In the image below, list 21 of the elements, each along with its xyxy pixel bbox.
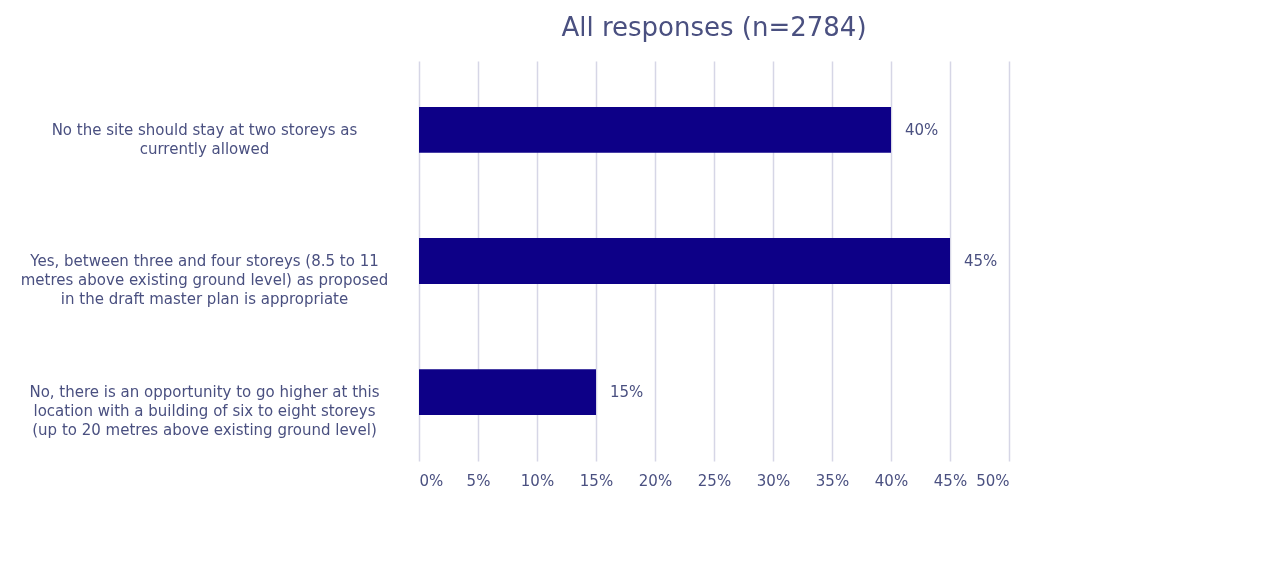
x-tick-label: 0% <box>419 471 444 490</box>
bar <box>419 238 950 284</box>
x-tick-label: 40% <box>874 471 909 490</box>
y-tick-label: No the site should stay at two storeys as currently allowed <box>51 120 358 158</box>
x-tick-label: 15% <box>579 471 614 490</box>
chart-title: All responses (n=2784) <box>561 12 867 42</box>
x-tick-label: 25% <box>697 471 732 490</box>
x-tick-label: 45% <box>933 471 968 490</box>
bar <box>419 106 891 153</box>
x-tick-label: 30% <box>756 471 791 490</box>
y-tick-label: Yes, between three and four storeys (8.5 to 11 metres above existing ground level) as proposed in the draft master plan is appropriate <box>20 252 389 308</box>
x-tick-label: 10% <box>520 471 555 490</box>
x-tick-label: 5% <box>466 471 491 490</box>
bar <box>419 369 596 416</box>
data-label: 40% <box>905 120 939 139</box>
data-label: 15% <box>610 383 644 402</box>
y-tick-label: No, there is an opportunity to go higher at this location with a building of six to eight storeys (up to 20 metres above existing ground level) <box>29 383 380 440</box>
x-tick-label: 35% <box>815 471 850 490</box>
x-tick-label: 50% <box>976 471 1010 490</box>
data-label: 45% <box>964 252 998 270</box>
x-tick-label: 20% <box>638 471 673 490</box>
